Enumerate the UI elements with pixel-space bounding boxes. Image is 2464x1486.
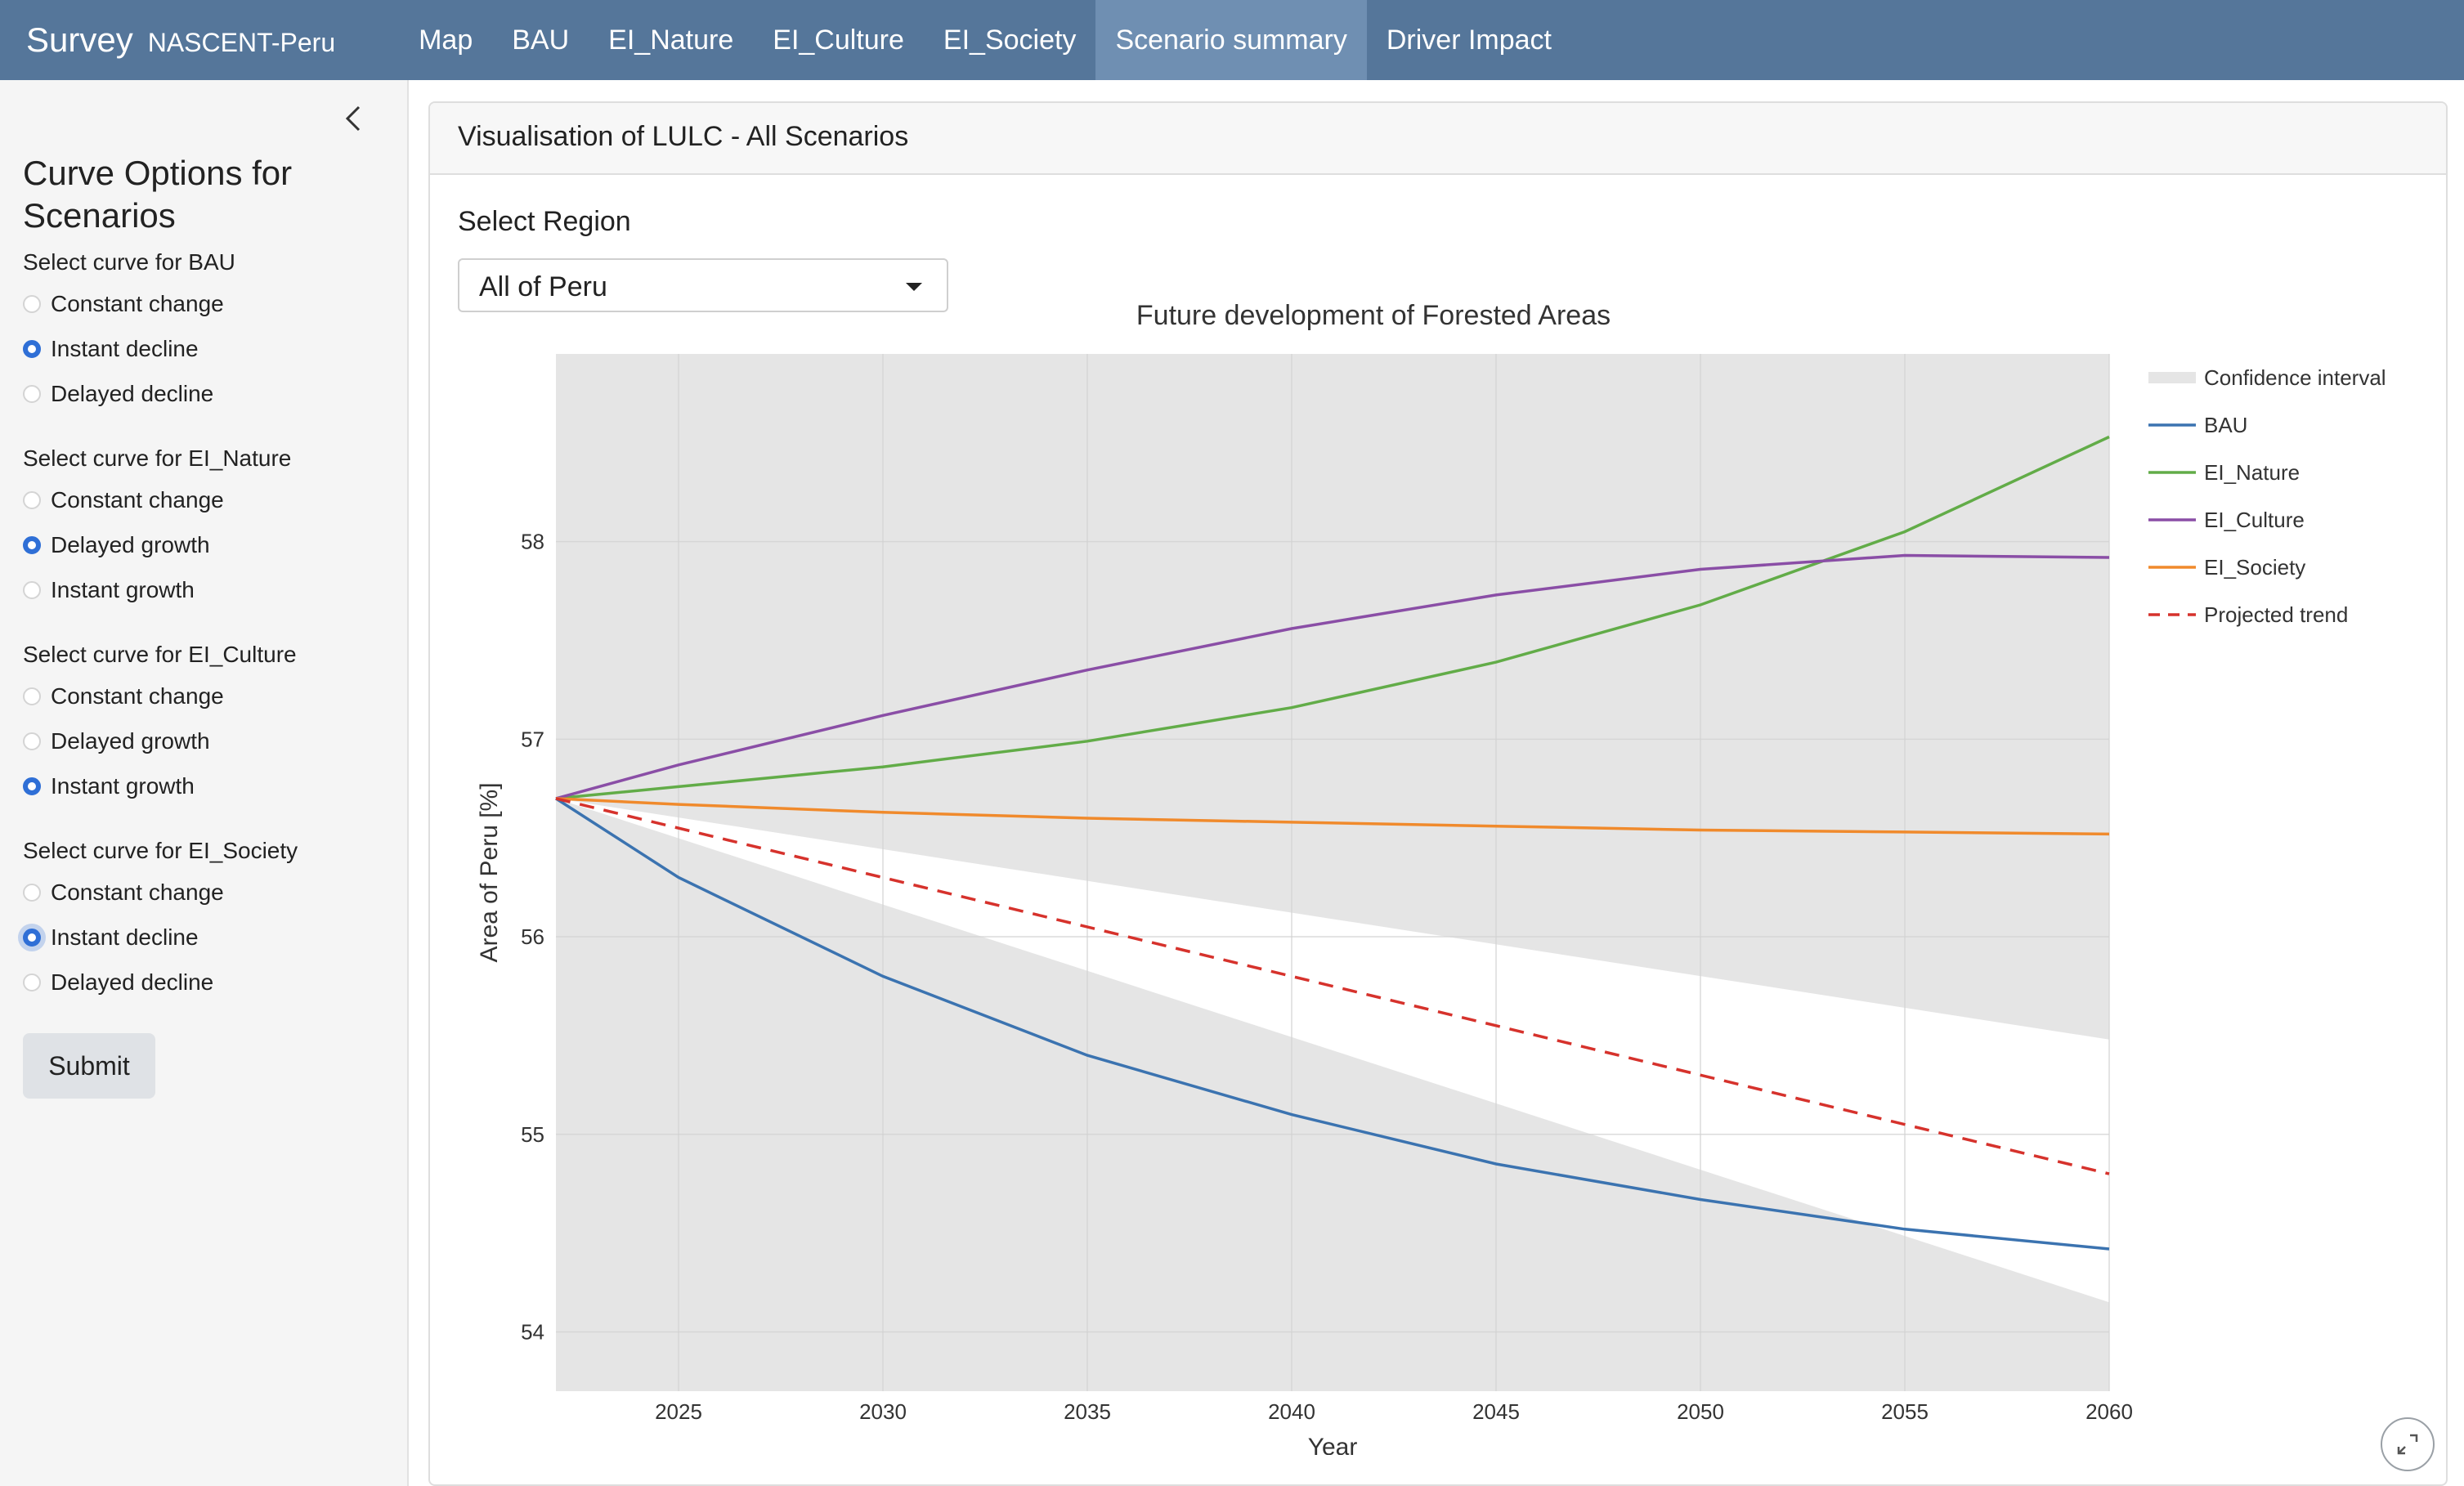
brand-subtitle: NASCENT-Peru	[147, 28, 336, 57]
top-navbar: Survey NASCENT-Peru Map BAU EI_Nature EI…	[0, 0, 2464, 80]
radio-option[interactable]: Delayed decline	[23, 371, 383, 416]
option-label[interactable]: Constant change	[51, 486, 224, 512]
x-tick-label: 2025	[655, 1399, 702, 1424]
nav-tab-ei-society[interactable]: EI_Society	[943, 24, 1077, 56]
x-tick-label: 2050	[1677, 1399, 1724, 1424]
radio-option[interactable]: Instant decline	[23, 915, 383, 960]
legend-label: Projected trend	[2204, 602, 2348, 627]
card-title: Visualisation of LULC - All Scenarios	[458, 121, 909, 152]
series-line-ei-society	[555, 797, 2110, 836]
radio-option[interactable]: Delayed growth	[23, 522, 383, 567]
nav-tab-ei-nature[interactable]: EI_Nature	[608, 24, 734, 56]
option-label[interactable]: Delayed growth	[51, 727, 210, 754]
x-tick-label: 2035	[1064, 1399, 1111, 1424]
radio-button-selected[interactable]	[23, 777, 41, 795]
radio-option[interactable]: Instant decline	[23, 326, 383, 371]
region-label: Select Region	[458, 206, 631, 237]
series-line-projected-trend	[555, 797, 2110, 1175]
legend-swatch-confidence-interval	[2148, 372, 2196, 383]
radio-button[interactable]	[23, 490, 41, 509]
option-label[interactable]: Constant change	[51, 290, 224, 316]
nav-tab-scenario-summary[interactable]: Scenario summary	[1095, 0, 1367, 80]
radio-option[interactable]: Instant growth	[23, 567, 383, 612]
series-line-ei-culture	[555, 553, 2110, 800]
legend-label: EI_Nature	[2204, 460, 2300, 485]
legend-label: Confidence interval	[2204, 365, 2386, 390]
collapse-sidebar-button[interactable]	[338, 98, 368, 139]
y-axis-label: Area of Peru [%]	[476, 782, 503, 962]
option-label[interactable]: Instant growth	[51, 772, 195, 799]
confidence-interval-band	[556, 798, 2109, 1303]
expand-button[interactable]	[2381, 1417, 2435, 1471]
radio-button[interactable]	[23, 294, 41, 313]
y-tick-label: 58	[521, 530, 544, 554]
region-select[interactable]: All of Peru	[458, 258, 948, 312]
group-label: Select curve for EI_Nature	[23, 445, 292, 471]
curve-group-ei-culture: Select curve for EI_Culture Constant cha…	[23, 636, 383, 808]
y-tick-label: 54	[521, 1319, 544, 1344]
option-label[interactable]: Instant decline	[51, 335, 199, 361]
x-tick-label: 2055	[1881, 1399, 1929, 1424]
sidebar-title: Curve Options for Scenarios	[23, 154, 293, 235]
brand[interactable]: Survey NASCENT-Peru	[26, 20, 335, 60]
x-tick-label: 2040	[1268, 1399, 1315, 1424]
legend-label: BAU	[2204, 413, 2247, 437]
x-tick-label: 2030	[859, 1399, 907, 1424]
radio-button[interactable]	[23, 687, 41, 705]
series-line-bau	[555, 797, 2110, 1251]
group-label: Select curve for EI_Culture	[23, 642, 297, 667]
radio-button-selected[interactable]	[23, 535, 41, 554]
y-tick-label: 57	[521, 727, 544, 751]
radio-option[interactable]: Delayed growth	[23, 718, 383, 763]
card-header: Visualisation of LULC - All Scenarios	[430, 103, 2446, 175]
radio-option[interactable]: Constant change	[23, 674, 383, 718]
group-label: Select curve for EI_Society	[23, 838, 298, 863]
option-label[interactable]: Delayed growth	[51, 531, 210, 557]
x-tick-label: 2060	[2085, 1399, 2133, 1424]
radio-button-selected[interactable]	[23, 928, 41, 947]
radio-button[interactable]	[23, 580, 41, 599]
curve-group-ei-society: Select curve for EI_Society Constant cha…	[23, 832, 383, 1005]
option-label[interactable]: Constant change	[51, 683, 224, 709]
expand-icon	[2397, 1434, 2418, 1455]
radio-option[interactable]: Delayed decline	[23, 960, 383, 1005]
caret-down-icon	[906, 283, 922, 291]
option-label[interactable]: Instant growth	[51, 576, 195, 602]
radio-button[interactable]	[23, 384, 41, 403]
legend-label: EI_Culture	[2204, 508, 2305, 532]
forest-area-chart[interactable]: 2025 2030 2035 2040 2045 2050 2055 2060 54 55 56 57…	[428, 294, 2444, 1455]
radio-button[interactable]	[23, 973, 41, 991]
group-label: Select curve for BAU	[23, 249, 235, 275]
nav-tab-ei-culture[interactable]: EI_Culture	[773, 24, 904, 56]
x-axis-label: Year	[1308, 1434, 1358, 1455]
option-label[interactable]: Constant change	[51, 879, 224, 905]
option-label[interactable]: Delayed decline	[51, 380, 214, 406]
chevron-left-icon	[345, 105, 361, 132]
brand-title[interactable]: Survey	[26, 20, 133, 59]
series-line-ei-nature	[555, 435, 2110, 800]
nav-tabs: Map BAU EI_Nature EI_Culture EI_Society …	[399, 0, 1571, 80]
legend-label: EI_Society	[2204, 555, 2305, 580]
radio-button[interactable]	[23, 732, 41, 750]
y-tick-label: 55	[521, 1122, 544, 1147]
radio-option[interactable]: Constant change	[23, 870, 383, 915]
nav-tab-driver-impact[interactable]: Driver Impact	[1386, 24, 1552, 56]
curve-group-bau: Select curve for BAU Constant change Ins…	[23, 244, 383, 416]
radio-button-selected[interactable]	[23, 339, 41, 358]
chart-title: Future development of Forested Areas	[1136, 300, 1611, 331]
radio-option[interactable]: Instant growth	[23, 763, 383, 808]
x-tick-label: 2045	[1472, 1399, 1520, 1424]
radio-button[interactable]	[23, 883, 41, 902]
sidebar: Curve Options for Scenarios Select curve…	[0, 80, 409, 1486]
nav-tab-map[interactable]: Map	[419, 24, 473, 56]
submit-button[interactable]: Submit	[23, 1033, 155, 1099]
nav-tab-bau[interactable]: BAU	[512, 24, 570, 56]
radio-option[interactable]: Constant change	[23, 281, 383, 326]
option-label[interactable]: Delayed decline	[51, 969, 214, 995]
radio-option[interactable]: Constant change	[23, 477, 383, 522]
y-tick-label: 56	[521, 924, 544, 949]
curve-group-ei-nature: Select curve for EI_Nature Constant chan…	[23, 440, 383, 612]
region-select-value[interactable]: All of Peru	[479, 271, 607, 302]
option-label[interactable]: Instant decline	[51, 924, 199, 950]
